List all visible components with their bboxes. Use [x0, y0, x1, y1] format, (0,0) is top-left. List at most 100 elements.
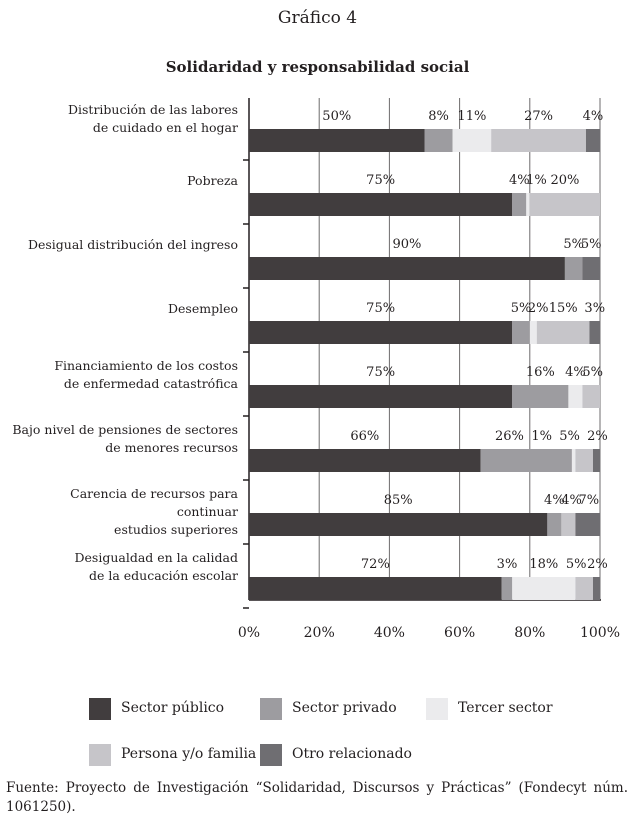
bar-segment: [536, 321, 590, 344]
category-label-line: Bajo nivel de pensiones de sectores: [12, 422, 238, 437]
x-tick-label: 20%: [304, 625, 335, 641]
data-label: 2%: [587, 557, 608, 572]
category-label: Bajo nivel de pensiones de sectores de me…: [8, 421, 238, 457]
data-label: 20%: [550, 173, 579, 188]
category-label-line: Desigual distribución del ingreso: [27, 237, 238, 252]
bar-segment: [592, 577, 600, 600]
data-label: 4%: [509, 173, 530, 188]
data-label: 18%: [529, 557, 558, 572]
bar-segment: [575, 577, 593, 600]
bar-segment: [547, 513, 562, 536]
legend-label: Tercer sector: [458, 700, 553, 716]
x-tick-label: 0%: [238, 625, 260, 641]
bar-segment: [589, 321, 600, 344]
category-label-line: estudios superiores: [114, 522, 238, 537]
bar-segment: [249, 257, 565, 280]
category-label-line: de la educación escolar: [88, 568, 238, 583]
category-label-line: Financiamiento de los costos: [54, 358, 238, 373]
data-label: 75%: [366, 173, 395, 188]
bar-segment: [249, 385, 513, 408]
bar-segment: [249, 129, 425, 152]
data-label: 4%: [561, 493, 582, 508]
bar-segment: [249, 513, 548, 536]
data-label: 15%: [549, 301, 578, 316]
bar-segment: [512, 385, 569, 408]
bar-segment: [512, 577, 576, 600]
category-label: Desempleo: [8, 300, 238, 318]
data-label: 7%: [578, 493, 599, 508]
data-label: 85%: [384, 493, 413, 508]
data-label: 72%: [361, 557, 390, 572]
category-label: Carencia de recursos para continuar estud…: [8, 485, 238, 539]
category-label-line: Distribución de las labores: [67, 102, 238, 117]
bar-segment: [575, 513, 600, 536]
bar-segment: [582, 385, 600, 408]
category-label: Desigualdad en la calidad de la educación…: [8, 549, 238, 585]
data-label: 3%: [497, 557, 518, 572]
x-tick-label: 40%: [374, 625, 405, 641]
category-label-line: de enfermedad catastrófica: [63, 376, 238, 391]
chart-plot: 0% 20% 40% 60% 80% 100%50% 8% 11% 27% 4%75% 4%1% 20…: [238, 98, 620, 641]
data-label: 2%: [587, 429, 608, 444]
data-label: 4%: [565, 365, 586, 380]
bar-segment: [480, 449, 572, 472]
category-label-line: Desigualdad en la calidad: [74, 550, 238, 565]
data-label: 5%: [566, 557, 587, 572]
bar-segment: [529, 193, 600, 216]
x-tick-label: 60%: [444, 625, 475, 641]
bar-segment: [529, 321, 537, 344]
bar-segment: [512, 321, 530, 344]
chart-title: Solidaridad y responsabilidad social: [165, 58, 470, 76]
data-label: 75%: [366, 301, 395, 316]
category-label-line: Pobreza: [187, 173, 238, 188]
figure-title: Gráfico 4: [277, 8, 358, 28]
source-note: Fuente: Proyecto de Investigación “Solid…: [6, 780, 628, 815]
bar-segment: [592, 449, 600, 472]
bar-segment: [568, 385, 583, 408]
bar-segment: [249, 577, 502, 600]
bar-segment: [571, 449, 576, 472]
data-label: 5%: [581, 237, 602, 252]
category-label: Distribución de las labores de cuidado en…: [8, 101, 238, 137]
bar-segment: [491, 129, 586, 152]
data-label: 4%: [583, 109, 604, 124]
data-label: 8%: [428, 109, 449, 124]
data-label: 5%: [582, 365, 603, 380]
data-label: 66%: [350, 429, 379, 444]
bar-segment: [564, 257, 583, 280]
legend-swatch: [89, 698, 111, 720]
category-label: Financiamiento de los costos de enfermeda…: [8, 357, 238, 393]
data-label: 2%: [528, 301, 549, 316]
data-label: 11%: [457, 109, 486, 124]
bar-segment: [561, 513, 576, 536]
category-label-line: de menores recursos: [105, 440, 238, 455]
legend-swatch: [260, 744, 282, 766]
data-label: 3%: [584, 301, 605, 316]
legend-swatch: [260, 698, 282, 720]
data-label: 1%: [531, 429, 552, 444]
data-label: 90%: [392, 237, 421, 252]
data-label: 5%: [511, 301, 532, 316]
data-label: 1%: [526, 173, 547, 188]
data-label: 5%: [559, 429, 580, 444]
data-label: 50%: [322, 109, 351, 124]
bar-segment: [501, 577, 513, 600]
bar-segment: [526, 193, 530, 216]
data-label: 75%: [366, 365, 395, 380]
bar-segment: [585, 129, 600, 152]
bar-segment: [575, 449, 593, 472]
legend-label: Sector privado: [292, 700, 397, 716]
category-label-line: Desempleo: [167, 301, 238, 316]
data-label: 26%: [495, 429, 524, 444]
legend-swatch: [426, 698, 448, 720]
x-tick-label: 100%: [580, 625, 620, 641]
bar-segment: [452, 129, 492, 152]
category-label-line: Carencia de recursos para continuar: [70, 486, 238, 519]
bar-segment: [249, 449, 481, 472]
legend-label: Otro relacionado: [292, 746, 412, 762]
data-label: 27%: [524, 109, 553, 124]
legend-label: Persona y/o familia: [121, 746, 257, 762]
bar-segment: [424, 129, 453, 152]
x-tick-label: 80%: [514, 625, 545, 641]
category-label-line: de cuidado en el hogar: [92, 120, 238, 135]
